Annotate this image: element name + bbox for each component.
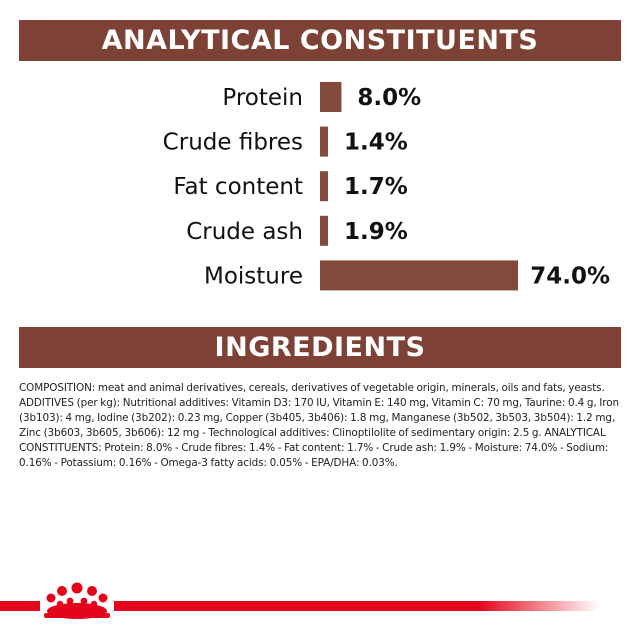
value-label: 1.7% [344,174,408,200]
bar [320,82,342,112]
footer-brand-strip [0,582,600,619]
analytical-constituents-chart: Protein 8.0% Crude fibres 1.4% Fat content 1.… [163,82,610,291]
value-label: 1.4% [344,130,408,156]
royal-canin-crown-icon [44,582,110,619]
value-label: 74.0% [530,263,610,289]
value-label: 8.0% [357,85,421,111]
analytical-constituents-heading: ANALYTICAL CONSTITUENTS [19,20,621,61]
ingredients-heading: INGREDIENTS [19,327,621,368]
composition-text: COMPOSITION: meat and animal derivatives… [19,382,619,469]
category-label: Crude fibres [163,130,303,156]
category-label: Protein [222,85,303,111]
category-label: Fat content [173,174,303,200]
bar [320,260,518,291]
category-label: Crude ash [186,219,303,245]
footer-line-right [114,601,600,611]
bar [320,126,328,157]
value-label: 1.9% [344,219,408,245]
bar [320,215,328,246]
footer-line-left [0,601,40,611]
category-label: Moisture [204,263,303,289]
bar [320,171,328,202]
